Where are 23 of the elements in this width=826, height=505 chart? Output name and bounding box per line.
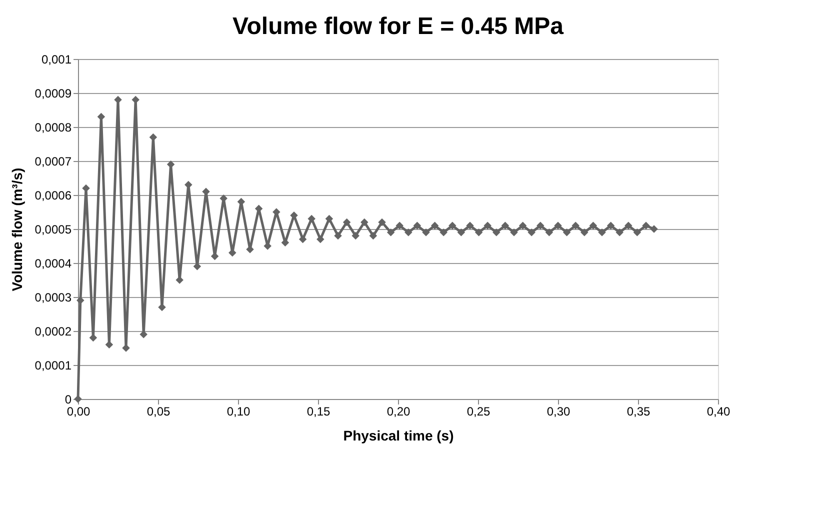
y-tick-label: 0,0007	[34, 154, 72, 168]
y-tick-label: 0,0008	[34, 120, 72, 134]
y-tick-label: 0,0006	[34, 188, 72, 202]
y-tick-label: 0,0002	[34, 324, 72, 338]
y-tick-label: 0,0009	[34, 86, 72, 100]
x-tick-label: 0,25	[466, 404, 490, 418]
y-tick-label: 0,0004	[34, 256, 72, 270]
x-tick-label: 0,05	[146, 404, 170, 418]
x-axis-title: Physical time (s)	[343, 428, 454, 444]
chart-title: Volume flow for E = 0.45 MPa	[232, 13, 564, 40]
x-tick-label: 0,10	[226, 404, 250, 418]
x-tick-label: 0,30	[546, 404, 570, 418]
x-tick-label: 0,20	[386, 404, 410, 418]
y-tick-label: 0	[64, 392, 72, 406]
y-tick-label: 0,0003	[34, 290, 72, 304]
y-tick-label: 0,0001	[34, 358, 72, 372]
y-tick-label: 0,0005	[34, 222, 72, 236]
y-axis-title: Volume flow (m³/s)	[8, 168, 25, 292]
x-tick-label: 0,15	[306, 404, 330, 418]
x-tick-label: 0,00	[66, 404, 90, 418]
x-tick-label: 0,40	[706, 404, 730, 418]
y-tick-label: 0,001	[41, 52, 72, 66]
x-tick-label: 0,35	[626, 404, 650, 418]
